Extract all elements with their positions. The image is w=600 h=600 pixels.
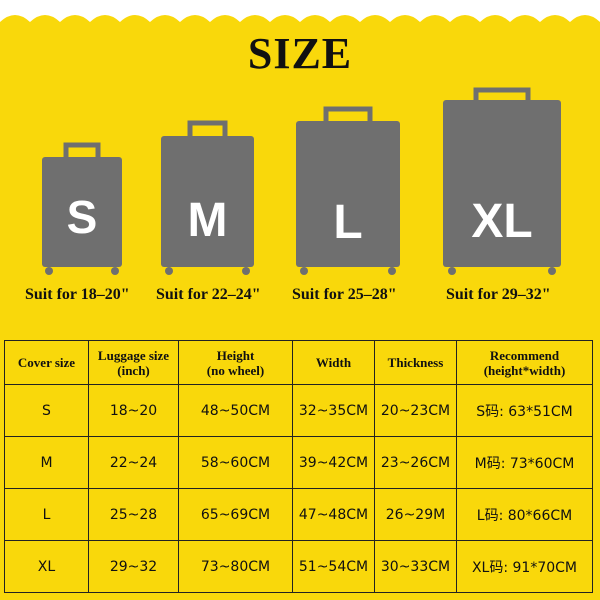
cell-cover-size: XL: [4, 540, 89, 593]
cell-recommend: S码: 63*51CM: [456, 384, 593, 437]
cell-thickness: 26~29M: [374, 488, 457, 541]
suitcase-l-icon: [296, 106, 400, 275]
cell-width: 32~35CM: [292, 384, 375, 437]
suitcase-m-label: Suit for 22–24": [156, 286, 261, 303]
table-row: XL 29~32 73~80CM 51~54CM 30~33CM XL码: 91…: [4, 540, 593, 593]
cell-luggage-size: 25~28: [88, 488, 179, 541]
cell-luggage-size: 18~20: [88, 384, 179, 437]
suitcase-xl-icon: [443, 87, 561, 275]
suitcase-s-label: Suit for 18–20": [25, 286, 130, 303]
cell-cover-size: S: [4, 384, 89, 437]
header-height: Height (no wheel): [178, 340, 293, 385]
table-row: S 18~20 48~50CM 32~35CM 20~23CM S码: 63*5…: [4, 384, 593, 437]
cell-height: 73~80CM: [178, 540, 293, 593]
cell-thickness: 30~33CM: [374, 540, 457, 593]
suitcase-m-letter: M: [187, 194, 228, 247]
size-table: Cover size Luggage size (inch) Height (no …: [4, 340, 593, 593]
cell-cover-size: M: [4, 436, 89, 489]
header-recommend: Recommend (height*width): [456, 340, 593, 385]
table-header-row: Cover size Luggage size (inch) Height (no …: [4, 340, 593, 385]
cell-height: 48~50CM: [178, 384, 293, 437]
header-luggage-size: Luggage size (inch): [88, 340, 179, 385]
suitcase-m: M: [161, 120, 254, 275]
page-title: SIZE: [247, 29, 353, 78]
cell-width: 47~48CM: [292, 488, 375, 541]
suitcase-s-letter: S: [66, 191, 98, 243]
cell-cover-size: L: [4, 488, 89, 541]
header-thickness: Thickness: [374, 340, 457, 385]
cell-luggage-size: 29~32: [88, 540, 179, 593]
table-row: L 25~28 65~69CM 47~48CM 26~29M L码: 80*66…: [4, 488, 593, 541]
top-wave-decoration: [0, 0, 600, 22]
cell-width: 39~42CM: [292, 436, 375, 489]
cell-thickness: 20~23CM: [374, 384, 457, 437]
suitcase-l-label: Suit for 25–28": [292, 286, 397, 303]
cell-recommend: M码: 73*60CM: [456, 436, 593, 489]
header-cover-size: Cover size: [4, 340, 89, 385]
cell-recommend: XL码: 91*70CM: [456, 540, 593, 593]
header-width: Width: [292, 340, 375, 385]
suitcase-xl-letter: XL: [471, 195, 533, 248]
cell-height: 65~69CM: [178, 488, 293, 541]
cell-height: 58~60CM: [178, 436, 293, 489]
table-row: M 22~24 58~60CM 39~42CM 23~26CM M码: 73*6…: [4, 436, 593, 489]
cell-luggage-size: 22~24: [88, 436, 179, 489]
cell-width: 51~54CM: [292, 540, 375, 593]
suitcase-s: S: [42, 142, 122, 275]
cell-recommend: L码: 80*66CM: [456, 488, 593, 541]
suitcase-s-icon: [42, 142, 122, 275]
cell-thickness: 23~26CM: [374, 436, 457, 489]
suitcase-l: L: [296, 106, 400, 275]
suitcase-xl: XL: [443, 87, 561, 275]
suitcase-xl-label: Suit for 29–32": [446, 286, 551, 303]
suitcase-l-letter: L: [333, 196, 363, 249]
suitcase-m-icon: [161, 120, 254, 275]
